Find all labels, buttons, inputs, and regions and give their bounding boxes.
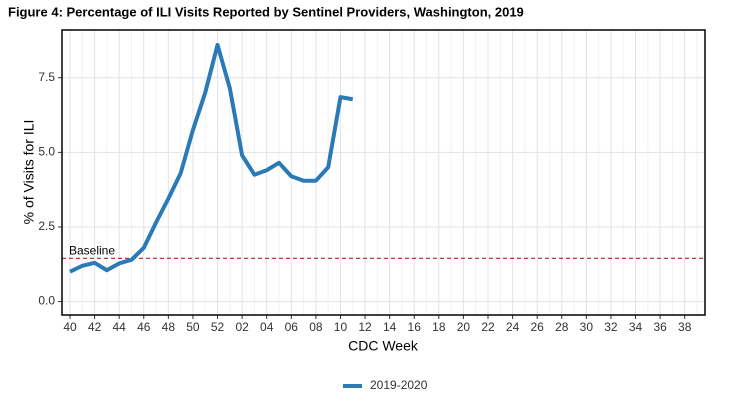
- x-tick-label: 36: [653, 320, 667, 334]
- x-tick-label: 46: [137, 320, 151, 334]
- x-tick-label: 48: [162, 320, 176, 334]
- legend-label: 2019-2020: [370, 378, 428, 392]
- x-tick-label: 16: [408, 320, 422, 334]
- plot-frame: [61, 29, 706, 316]
- x-tick-label: 14: [383, 320, 397, 334]
- x-tick-label: 08: [309, 320, 323, 334]
- x-axis-label: CDC Week: [348, 338, 419, 354]
- x-tick-label: 20: [457, 320, 471, 334]
- x-tick-label: 40: [63, 320, 77, 334]
- baseline-label: Baseline: [69, 243, 115, 257]
- x-tick-label: 42: [88, 320, 102, 334]
- x-tick-label: 10: [334, 320, 348, 334]
- x-tick-label: 24: [506, 320, 520, 334]
- x-tick-label: 04: [260, 320, 274, 334]
- x-tick-label: 12: [358, 320, 372, 334]
- x-tick-label: 34: [629, 320, 643, 334]
- x-tick-label: 26: [530, 320, 544, 334]
- x-tick-label: 18: [432, 320, 446, 334]
- x-tick-label: 06: [285, 320, 299, 334]
- x-tick-label: 02: [235, 320, 249, 334]
- x-tick-label: 50: [186, 320, 200, 334]
- y-tick-label: 5.0: [38, 145, 55, 159]
- x-tick-label: 52: [211, 320, 225, 334]
- x-tick-label: 28: [555, 320, 569, 334]
- x-tick-label: 32: [604, 320, 618, 334]
- x-tick-label: 22: [481, 320, 495, 334]
- x-tick-label: 44: [112, 320, 126, 334]
- x-tick-label: 30: [580, 320, 594, 334]
- x-tick-label: 38: [678, 320, 692, 334]
- data-line: [69, 42, 354, 274]
- y-tick-label: 7.5: [38, 70, 55, 84]
- y-tick-label: 2.5: [38, 219, 55, 233]
- y-axis-label: % of Visits for ILI: [21, 120, 37, 225]
- chart-title: Figure 4: Percentage of ILI Visits Repor…: [8, 4, 524, 19]
- y-tick-label: 0.0: [38, 294, 55, 308]
